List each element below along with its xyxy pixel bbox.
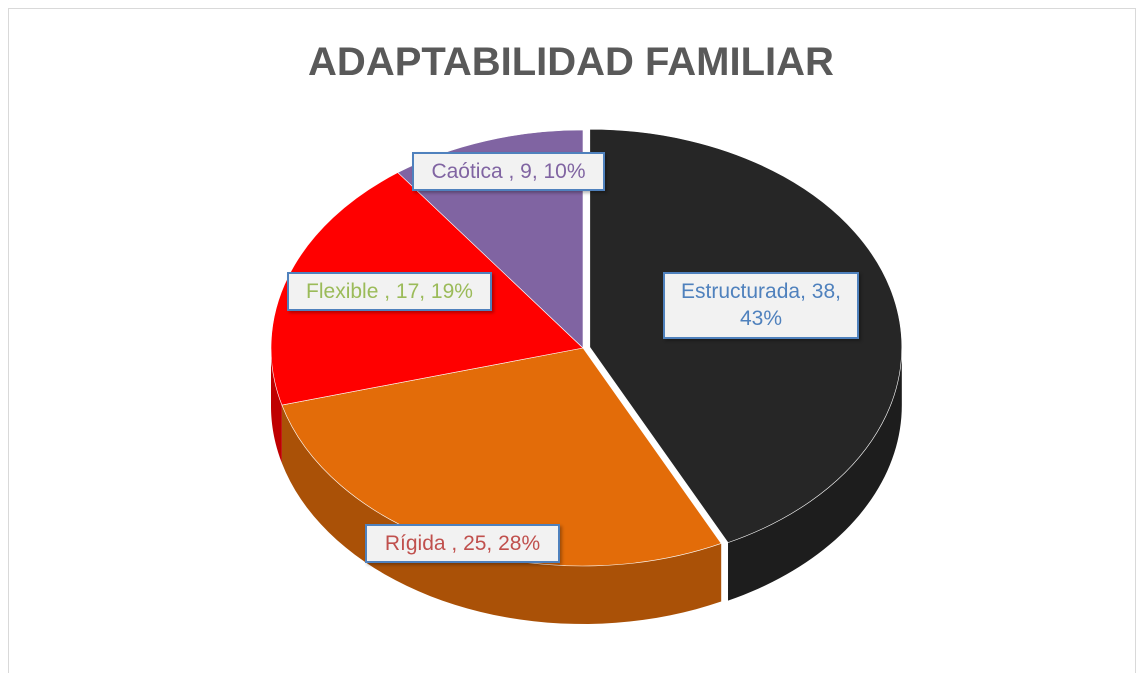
data-label: Estructurada, 38, 43% (663, 272, 859, 339)
data-label: Flexible , 17, 19% (287, 272, 492, 312)
data-label: Rígida , 25, 28% (365, 524, 560, 564)
slice-side (281, 405, 722, 624)
data-label: Caótica , 9, 10% (412, 152, 605, 192)
slice-side (728, 347, 902, 601)
chart-title: ADAPTABILIDAD FAMILIAR (308, 40, 834, 84)
chart-frame (8, 8, 1136, 673)
